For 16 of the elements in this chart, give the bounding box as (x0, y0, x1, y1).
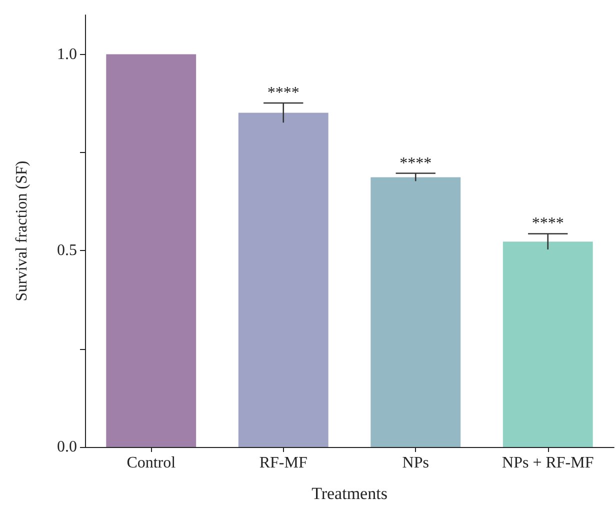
y-tick-label: 0.5 (57, 242, 77, 260)
x-tick-label: NPs (402, 454, 429, 472)
annotation: **** (532, 215, 564, 232)
y-axis-title: Survival fraction (SF) (14, 160, 30, 302)
bar (238, 112, 328, 447)
bar (370, 177, 461, 447)
x-tick-label: NPs + RF-MF (502, 454, 594, 472)
x-tick-label: Control (126, 454, 176, 472)
bar (106, 54, 196, 447)
annotation: **** (400, 154, 432, 172)
y-tick-label: 1.0 (57, 46, 77, 63)
bar (502, 242, 593, 447)
x-axis-title: Treatments (312, 484, 388, 503)
y-tick-label: 0.0 (57, 438, 77, 456)
x-tick-label: RF-MF (259, 454, 308, 472)
annotation: **** (267, 84, 300, 102)
